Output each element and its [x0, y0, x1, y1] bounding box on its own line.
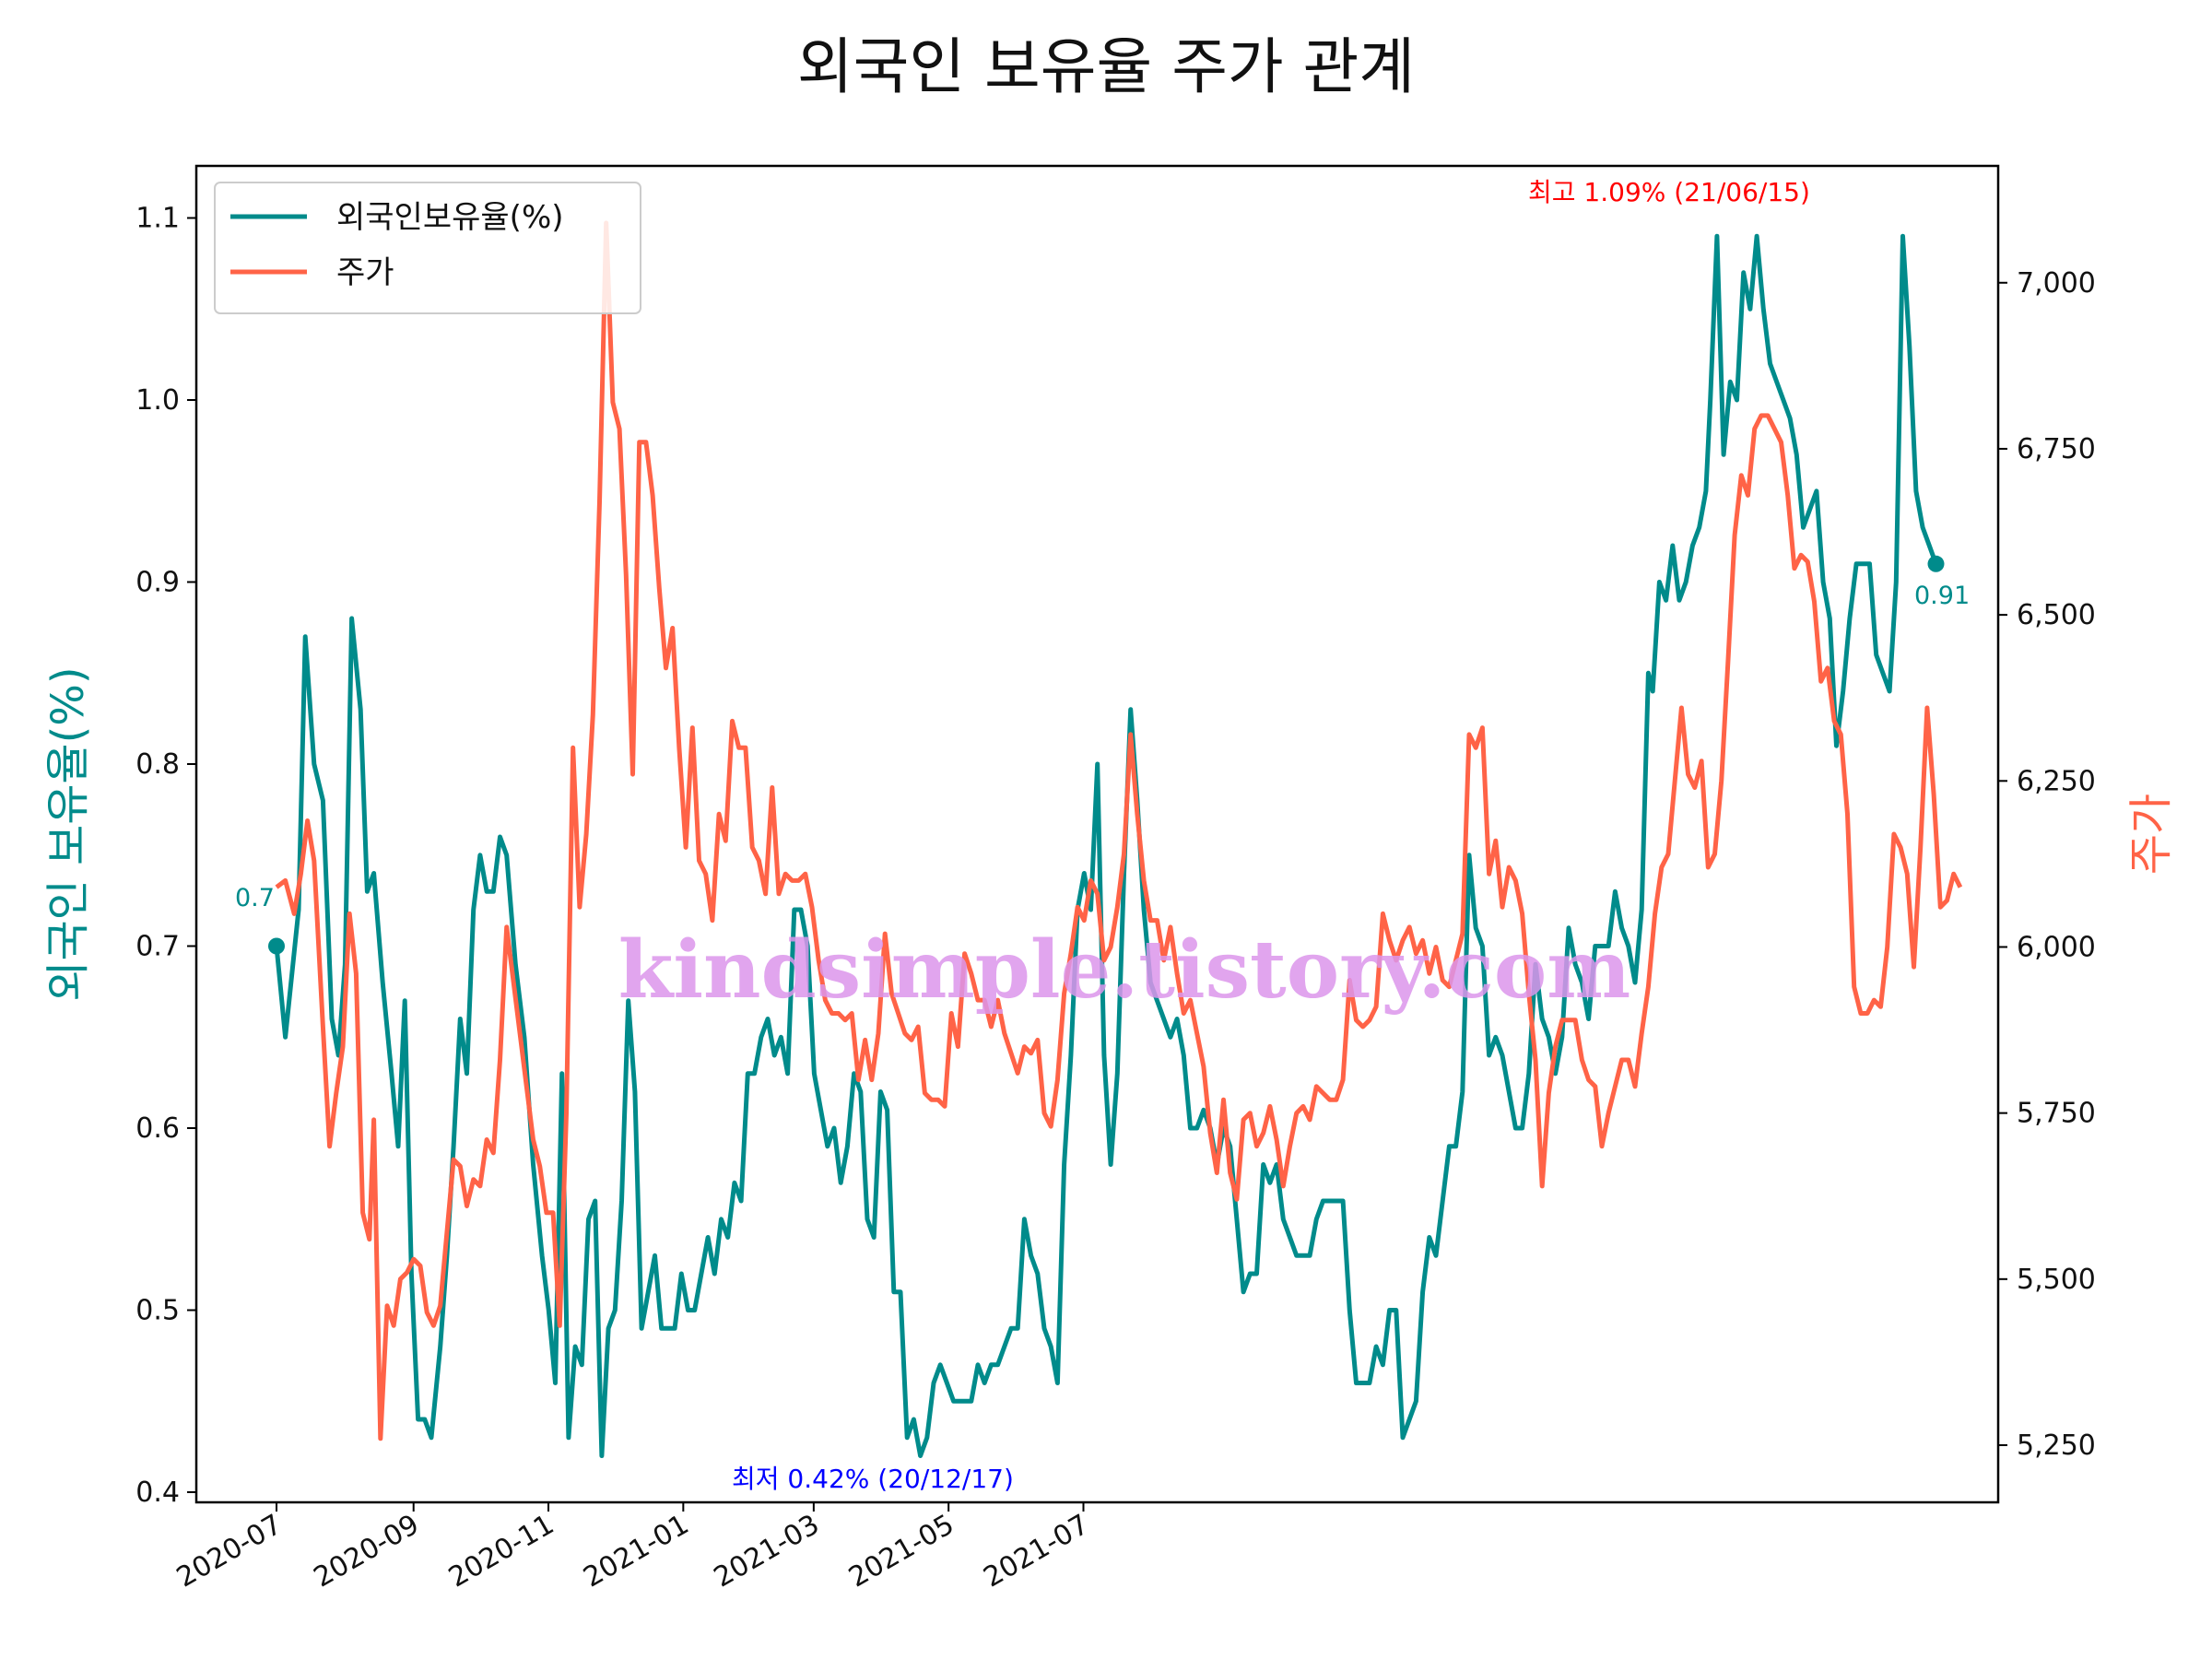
left-axis: 0.4 0.5 0.6 0.7 0.8 0.9 1.0 1.1	[135, 203, 196, 1509]
legend: 외국인보유율(%) 주가	[214, 182, 641, 314]
markers	[268, 555, 1945, 955]
legend-label-price: 주가	[336, 254, 394, 291]
right-tick-label: 5,250	[2017, 1430, 2096, 1462]
start-marker	[268, 937, 285, 955]
right-tick-label: 5,500	[2017, 1264, 2096, 1296]
left-tick-label: 0.5	[135, 1295, 180, 1327]
right-tick-label: 5,750	[2017, 1098, 2096, 1130]
right-tick-label: 6,500	[2017, 599, 2096, 631]
left-tick-label: 0.9	[135, 567, 180, 599]
left-tick-label: 0.4	[135, 1477, 180, 1509]
left-tick-label: 0.7	[135, 931, 180, 963]
max-annotation: 최고 1.09% (21/06/15)	[1528, 177, 1810, 207]
start-value-label: 0.7	[235, 884, 275, 912]
left-axis-label: 외국인 보유율(%)	[42, 666, 94, 1001]
end-marker	[1927, 555, 1945, 572]
right-axis-label: 주가	[2125, 794, 2177, 875]
left-tick-label: 0.6	[135, 1112, 180, 1145]
end-value-label: 0.91	[1914, 582, 1970, 610]
watermark: kindsimple.tistory.com	[618, 924, 1630, 1017]
min-annotation: 최저 0.42% (20/12/17)	[732, 1464, 1014, 1494]
right-tick-label: 6,250	[2017, 765, 2096, 797]
legend-box	[214, 182, 641, 314]
series-line-price	[275, 220, 1963, 1441]
right-tick-label: 6,750	[2017, 433, 2096, 465]
left-tick-label: 1.0	[135, 384, 180, 417]
plot-lines	[274, 220, 1963, 1458]
chart-title: 외국인 보유율 주가 관계	[797, 31, 1415, 102]
legend-label-ratio: 외국인보유율(%)	[336, 199, 564, 236]
right-tick-label: 7,000	[2017, 267, 2096, 300]
left-tick-label: 1.1	[135, 203, 180, 235]
left-tick-label: 0.8	[135, 748, 180, 781]
right-axis: 5,250 5,500 5,750 6,000 6,250 6,500 6,750 7,000	[1998, 267, 2096, 1462]
plot-frame	[194, 164, 2000, 1504]
right-tick-label: 6,000	[2017, 931, 2096, 963]
